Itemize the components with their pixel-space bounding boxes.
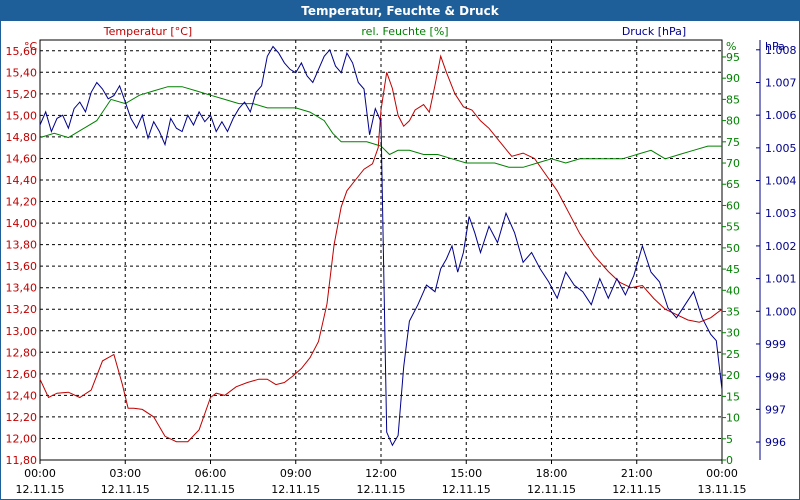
temperature-tick-label: 11,80 [6,454,38,467]
x-tick-label-time: 03:00 [109,467,141,480]
pressure-tick-label: 1.006 [765,109,797,122]
temperature-tick-label: 12,40 [6,389,38,402]
x-tick-label-time: 15:00 [450,467,482,480]
x-tick-label-time: 00:00 [706,467,738,480]
pressure-tick-label: 1.008 [765,44,797,57]
temperature-tick-label: 13,00 [6,325,38,338]
temperature-tick-label: 13,20 [6,303,38,316]
temperature-tick-label: 12,20 [6,411,38,424]
pressure-tick-label: 1.002 [765,240,797,253]
humidity-axis-label: rel. Feuchte [%] [361,25,448,38]
x-tick-label-date: 12.11.15 [101,483,150,496]
temperature-tick-label: 14,20 [6,196,38,209]
x-tick-label-date: 12.11.15 [612,483,661,496]
pressure-tick-label: 1.000 [765,305,797,318]
x-tick-label-time: 21:00 [621,467,653,480]
pressure-tick-label: 996 [765,436,786,449]
temperature-tick-label: 14,00 [6,217,38,230]
x-tick-label-date: 13.11.15 [698,483,747,496]
humidity-tick-label: 80 [726,115,740,128]
temperature-tick-label: 12,60 [6,368,38,381]
pressure-series-line [39,45,723,447]
temperature-tick-label: 15,60 [6,45,38,58]
humidity-tick-label: 0 [726,454,733,467]
x-tick-label-date: 12.11.15 [186,483,235,496]
temperature-axis-label: Temperatur [°C] [103,25,192,38]
humidity-tick-label: 50 [726,242,740,255]
humidity-tick-label: 35 [726,306,740,319]
humidity-tick-label: 95 [726,51,740,64]
humidity-tick-label: 45 [726,263,740,276]
temperature-tick-label: 15,00 [6,109,38,122]
x-tick-label-date: 12.11.15 [442,483,491,496]
temperature-tick-label: 15,40 [6,66,38,79]
humidity-tick-label: 60 [726,199,740,212]
humidity-tick-label: 55 [726,221,740,234]
x-tick-label-time: 00:00 [24,467,56,480]
temperature-tick-label: 13,80 [6,239,38,252]
humidity-tick-label: 75 [726,136,740,149]
humidity-tick-label: 70 [726,157,740,170]
pressure-axis-label: Druck [hPa] [622,25,686,38]
temperature-tick-label: 14,40 [6,174,38,187]
temperature-tick-label: 14,80 [6,131,38,144]
humidity-tick-label: 65 [726,178,740,191]
temperature-tick-label: 12,80 [6,346,38,359]
pressure-tick-label: 998 [765,371,786,384]
pressure-tick-label: 1.005 [765,142,797,155]
pressure-tick-label: 999 [765,338,786,351]
humidity-tick-label: 25 [726,348,740,361]
x-tick-label-date: 12.11.15 [357,483,406,496]
temperature-tick-label: 14,60 [6,152,38,165]
humidity-tick-label: 5 [726,433,733,446]
temperature-tick-label: 15,20 [6,88,38,101]
x-tick-label-time: 09:00 [280,467,312,480]
x-tick-label-time: 12:00 [365,467,397,480]
humidity-unit-label: % [726,40,736,53]
x-tick-label-date: 12.11.15 [16,483,65,496]
humidity-tick-label: 40 [726,284,740,297]
temperature-tick-label: 13,60 [6,260,38,273]
x-tick-label-time: 18:00 [536,467,568,480]
humidity-tick-label: 20 [726,369,740,382]
temperature-series-line [39,54,723,443]
pressure-tick-label: 1.004 [765,175,797,188]
pressure-unit-label: hPa [765,40,785,53]
x-tick-label-date: 12.11.15 [271,483,320,496]
pressure-tick-label: 997 [765,403,786,416]
temperature-unit-label: °C [24,40,38,53]
temperature-tick-label: 13,40 [6,282,38,295]
humidity-tick-label: 10 [726,412,740,425]
humidity-tick-label: 30 [726,327,740,340]
x-tick-label-time: 06:00 [195,467,227,480]
humidity-tick-label: 85 [726,93,740,106]
x-tick-label-date: 12.11.15 [527,483,576,496]
chart-title: Temperatur, Feuchte & Druck [1,1,799,21]
humidity-tick-label: 15 [726,390,740,403]
humidity-tick-label: 90 [726,72,740,85]
pressure-tick-label: 1.001 [765,273,797,286]
pressure-tick-label: 1.003 [765,207,797,220]
pressure-tick-label: 1.007 [765,76,797,89]
temperature-tick-label: 12,00 [6,432,38,445]
